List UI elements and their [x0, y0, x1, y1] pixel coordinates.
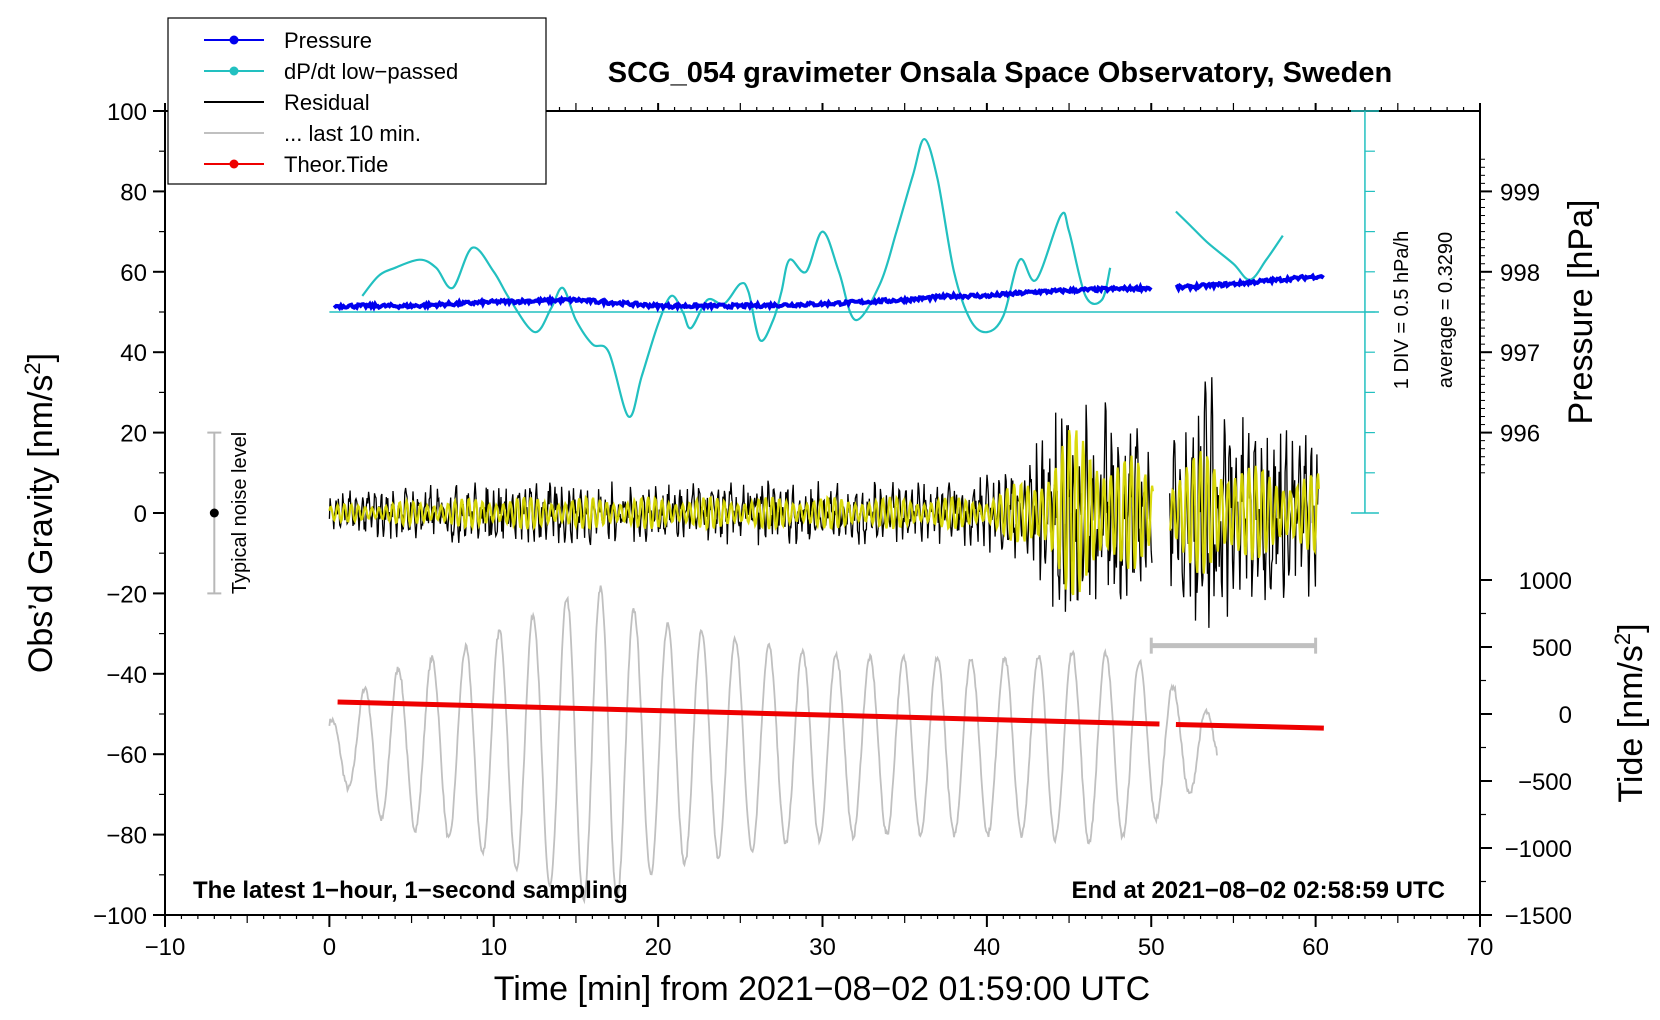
legend-label: Pressure: [284, 28, 372, 53]
noise-dot: [209, 508, 219, 518]
legend-marker: [229, 159, 239, 169]
plot-area: −10 0 10 20 30 40 50 60 70100806040200−20−40−60−…: [20, 17, 1650, 1008]
x-tick-label: 20: [645, 934, 672, 961]
legend-entry: dP/dt low−passed: [204, 59, 458, 84]
pressure-tick-label: 996: [1500, 421, 1540, 448]
y-tick-label: 20: [120, 421, 147, 448]
chart-title: SCG_054 gravimeter Onsala Space Observat…: [608, 57, 1392, 89]
legend-entry: Residual: [204, 90, 370, 115]
dpdt-line: [1175, 210, 1284, 281]
legend-label: Residual: [284, 90, 370, 115]
end-time-note: End at 2021−08−02 02:58:59 UTC: [1071, 877, 1445, 904]
y-tick-label: 0: [134, 501, 147, 528]
pressure-tick-label: 999: [1500, 179, 1540, 206]
y-tick-label: 100: [107, 99, 147, 126]
latest-hour-note: The latest 1−hour, 1−second sampling: [193, 877, 628, 904]
legend-label: dP/dt low−passed: [284, 59, 458, 84]
pressure-line: [1174, 272, 1325, 294]
x-tick-label: 10: [480, 934, 507, 961]
x-tick-label: −10: [145, 934, 186, 961]
y-tick-label: −100: [93, 903, 147, 930]
pressure-line: [332, 281, 1153, 313]
y-tick-label: −80: [106, 823, 147, 850]
y-tick-label: −60: [106, 742, 147, 769]
residual-line: [328, 377, 1319, 628]
noise-label: Typical noise level: [229, 432, 251, 594]
y-axis-title-left: Obs’d Gravity [nm/s2]: [20, 353, 60, 673]
x-axis-title: Time [min] from 2021−08−02 01:59:00 UTC: [494, 970, 1150, 1008]
legend-entry: Theor.Tide: [204, 152, 388, 177]
x-tick-label: 70: [1467, 934, 1494, 961]
x-tick-label: 50: [1138, 934, 1165, 961]
tide-tick-label: 1000: [1519, 568, 1572, 595]
y-tick-label: −40: [106, 662, 147, 689]
tide-tick-label: −1000: [1505, 836, 1572, 863]
legend-entry: Pressure: [204, 28, 372, 53]
tide-line: [337, 699, 1160, 727]
tide-tick-label: −1500: [1505, 903, 1572, 930]
dpdt-average-label: average = 0.3290: [1435, 232, 1457, 388]
y-axis-title-tide: Tide [nm/s2]: [1610, 623, 1650, 802]
residual-lowpass-line: [328, 429, 1320, 596]
x-tick-label: 0: [323, 934, 336, 961]
pressure-tick-label: 997: [1500, 340, 1540, 367]
y-axis-title-pressure: Pressure [hPa]: [1562, 200, 1600, 425]
tide-tick-label: 500: [1532, 635, 1572, 662]
legend-marker: [229, 66, 239, 76]
x-tick-label: 30: [809, 934, 836, 961]
legend-label: ... last 10 min.: [284, 121, 421, 146]
dpdt-div-label: 1 DIV = 0.5 hPa/h: [1391, 231, 1413, 389]
legend-marker: [229, 35, 239, 45]
tide-line: [1175, 721, 1324, 731]
y-tick-label: 40: [120, 340, 147, 367]
legend-entry: ... last 10 min.: [204, 121, 421, 146]
legend: Pressure dP/dt low−passed Residual ... last…: [167, 17, 547, 185]
y-tick-label: −20: [106, 581, 147, 608]
last-10-min-line: [328, 585, 1218, 905]
pressure-tick-label: 998: [1500, 260, 1540, 287]
tide-tick-label: −500: [1518, 769, 1572, 796]
x-tick-label: 60: [1302, 934, 1329, 961]
x-tick-label: 40: [974, 934, 1001, 961]
y-tick-label: 60: [120, 260, 147, 287]
legend-label: Theor.Tide: [284, 152, 388, 177]
y-tick-label: 80: [120, 179, 147, 206]
tide-tick-label: 0: [1559, 702, 1572, 729]
